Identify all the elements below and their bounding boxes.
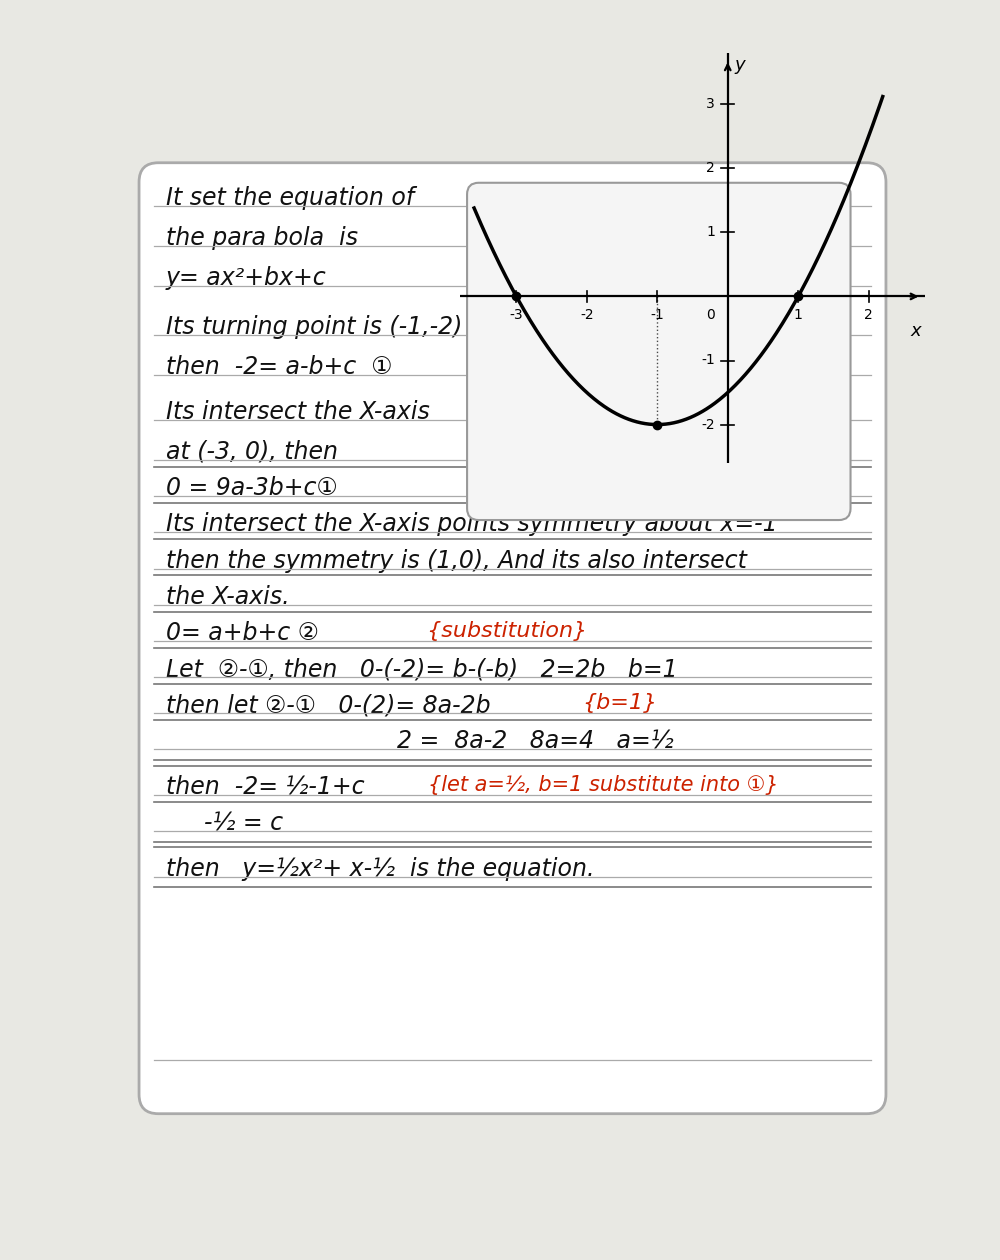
Text: then   y=½x²+ x-½  is the equation.: then y=½x²+ x-½ is the equation. [166, 857, 594, 881]
Text: -1: -1 [701, 354, 715, 368]
Text: {substitution}: {substitution} [459, 476, 626, 496]
Text: then  -2= a-b+c  ①: then -2= a-b+c ① [166, 355, 392, 379]
Text: {substitution}: {substitution} [420, 621, 587, 641]
Text: 2: 2 [864, 307, 873, 323]
Text: x: x [911, 323, 922, 340]
Text: the para bola  is: the para bola is [166, 226, 358, 249]
Text: at (-3, 0), then: at (-3, 0), then [166, 440, 338, 464]
Text: {b=1}: {b=1} [582, 693, 657, 713]
FancyBboxPatch shape [467, 183, 851, 520]
Text: 0 = 9a-3b+c①: 0 = 9a-3b+c① [166, 476, 338, 500]
Text: 0: 0 [706, 307, 715, 323]
Text: y: y [735, 57, 745, 74]
Text: y= ax²+bx+c: y= ax²+bx+c [166, 266, 327, 290]
Text: 1: 1 [706, 226, 715, 239]
Text: Its turning point is (-1,-2): Its turning point is (-1,-2) [166, 315, 462, 339]
Text: Its intersect the X-axis points symmetry about x=-1: Its intersect the X-axis points symmetry… [166, 513, 778, 537]
Text: then let ②-①   0-(2)= 8a-2b: then let ②-① 0-(2)= 8a-2b [166, 693, 513, 717]
Text: It set the equation of: It set the equation of [166, 186, 414, 210]
Text: 2 =  8a-2   8a=4   a=½: 2 = 8a-2 8a=4 a=½ [397, 730, 674, 753]
Text: then the symmetry is (1,0), And its also intersect: then the symmetry is (1,0), And its also… [166, 548, 747, 572]
Text: 3: 3 [706, 97, 715, 111]
Text: -2: -2 [580, 307, 594, 323]
Text: Let  ②-①, then   0-(-2)= b-(-b)   2=2b   b=1: Let ②-①, then 0-(-2)= b-(-b) 2=2b b=1 [166, 658, 678, 682]
FancyBboxPatch shape [139, 163, 886, 1114]
Text: 1: 1 [794, 307, 803, 323]
Text: -3: -3 [510, 307, 523, 323]
Text: {let a=½, b=1 substitute into ①}: {let a=½, b=1 substitute into ①} [428, 775, 778, 795]
Text: 2: 2 [706, 161, 715, 175]
Text: Its intersect the X-axis: Its intersect the X-axis [166, 399, 430, 423]
Text: 0= a+b+c ②: 0= a+b+c ② [166, 621, 319, 645]
Text: the X-axis.: the X-axis. [166, 585, 290, 609]
Text: -1: -1 [650, 307, 664, 323]
Text: then  -2= ½-1+c: then -2= ½-1+c [166, 775, 380, 799]
Text: -½ = c: -½ = c [205, 811, 284, 835]
Text: -2: -2 [701, 417, 715, 432]
